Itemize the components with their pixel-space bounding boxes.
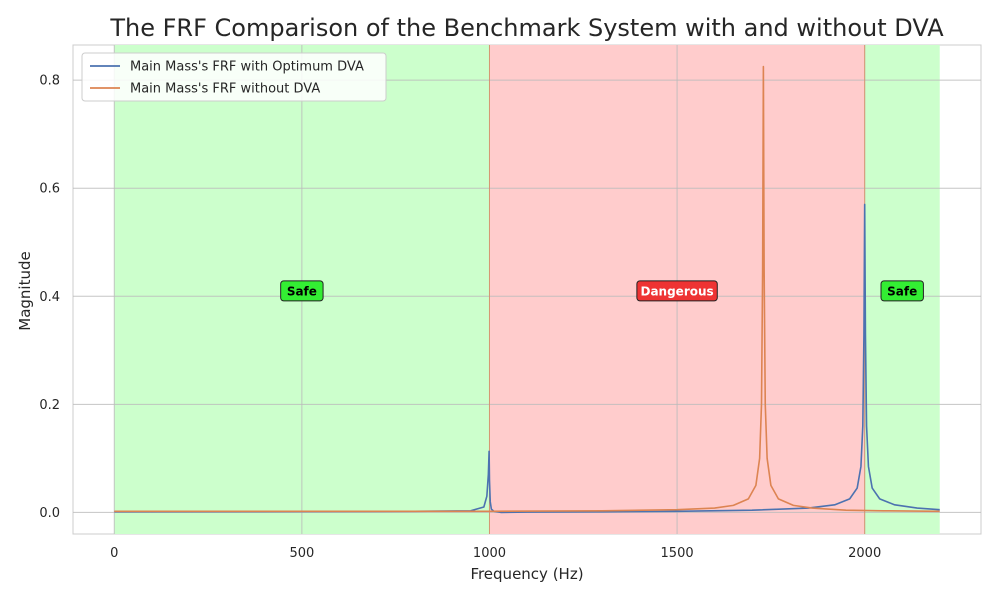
- y-axis-label: Magnitude: [16, 251, 34, 330]
- y-tick-label-2: 0.4: [39, 290, 60, 305]
- tick-labels: 0 500 1000 1500 2000 0.0 0.2 0.4 0.6 0.8: [39, 74, 881, 561]
- x-tick-label-500: 500: [289, 546, 314, 561]
- legend: Main Mass's FRF with Optimum DVA Main Mas…: [81, 52, 387, 102]
- y-tick-label-3: 0.6: [39, 182, 60, 197]
- x-axis-label: Frequency (Hz): [470, 565, 583, 583]
- y-tick-label-1: 0.2: [39, 398, 60, 413]
- region-labels: Safe Dangerous Safe: [280, 280, 924, 302]
- x-tick-label-0: 0: [110, 546, 118, 561]
- region-badge-0: [280, 280, 324, 302]
- x-tick-label-1500: 1500: [661, 546, 694, 561]
- x-tick-label-1000: 1000: [473, 546, 506, 561]
- grid: [73, 45, 981, 534]
- y-tick-label-0: 0.0: [39, 506, 60, 521]
- chart-title: The FRF Comparison of the Benchmark Syst…: [109, 14, 944, 42]
- region-badge-1: [636, 280, 718, 302]
- x-tick-label-2000: 2000: [848, 546, 881, 561]
- legend-entry-0: Main Mass's FRF with Optimum DVA: [130, 60, 364, 75]
- y-tick-label-4: 0.8: [39, 74, 60, 89]
- region-label-1: Dangerous: [640, 284, 713, 298]
- legend-box: [81, 52, 387, 102]
- region-label-2: Safe: [887, 284, 917, 298]
- region-label-0: Safe: [287, 284, 317, 298]
- series-line-0: [114, 203, 940, 514]
- regions: [114, 45, 940, 534]
- series-group: [114, 65, 940, 514]
- legend-entry-1: Main Mass's FRF without DVA: [130, 82, 320, 97]
- region-badge-2: [880, 280, 924, 302]
- series-line-1: [114, 65, 940, 513]
